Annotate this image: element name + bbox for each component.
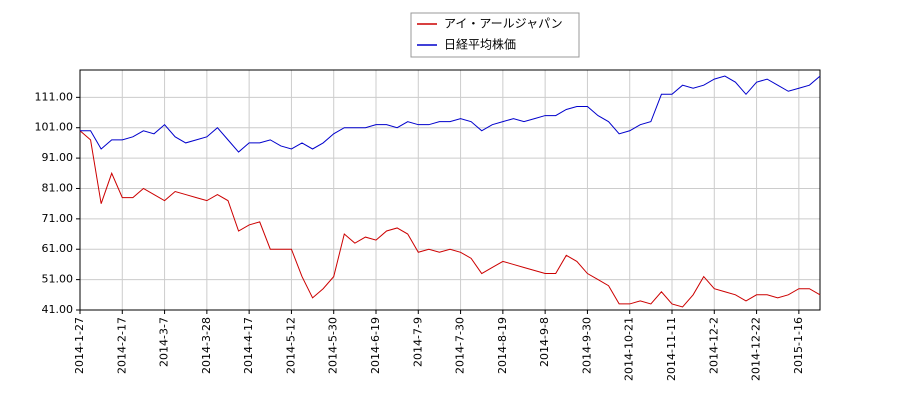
x-tick-label: 2014-4-17 bbox=[242, 317, 255, 374]
series-line bbox=[80, 75, 821, 153]
x-tick-label: 2014-9-8 bbox=[538, 317, 551, 367]
legend-box bbox=[410, 12, 580, 58]
y-tick-label: 81.00 bbox=[42, 181, 74, 194]
x-tick-label: 2014-10-21 bbox=[623, 317, 636, 381]
x-tick-label: 2014-2-17 bbox=[115, 317, 128, 374]
x-tick-label: 2014-7-30 bbox=[454, 317, 467, 374]
y-tick-label: 111.00 bbox=[35, 90, 74, 103]
series-line bbox=[79, 130, 821, 308]
x-tick-label: 2014-3-7 bbox=[158, 317, 171, 367]
legend-label: アイ・アールジャパン bbox=[444, 17, 563, 31]
legend-label: 日経平均株価 bbox=[444, 37, 516, 52]
y-tick-label: 101.00 bbox=[35, 121, 74, 134]
x-tick-label: 2014-1-27 bbox=[73, 317, 86, 374]
x-tick-label: 2014-12-2 bbox=[707, 317, 720, 374]
x-tick-label: 2014-5-12 bbox=[284, 317, 297, 374]
plot-frame bbox=[79, 69, 821, 311]
y-tick-label: 61.00 bbox=[42, 242, 74, 255]
y-tick-label: 91.00 bbox=[42, 151, 74, 164]
y-tick-label: 71.00 bbox=[42, 212, 74, 225]
y-tick-label: 41.00 bbox=[42, 303, 74, 316]
x-tick-label: 2015-1-16 bbox=[792, 317, 805, 374]
x-tick-label: 2014-9-30 bbox=[580, 317, 593, 374]
y-tick-label: 51.00 bbox=[42, 273, 74, 286]
x-tick-label: 2014-7-9 bbox=[411, 317, 424, 367]
x-tick-label: 2014-5-30 bbox=[327, 317, 340, 374]
x-tick-label: 2014-3-28 bbox=[200, 317, 213, 374]
x-tick-label: 2014-12-22 bbox=[750, 317, 763, 381]
x-tick-label: 2014-8-19 bbox=[496, 317, 509, 374]
x-tick-label: 2014-6-19 bbox=[369, 317, 382, 374]
x-tick-label: 2014-11-11 bbox=[665, 317, 678, 381]
